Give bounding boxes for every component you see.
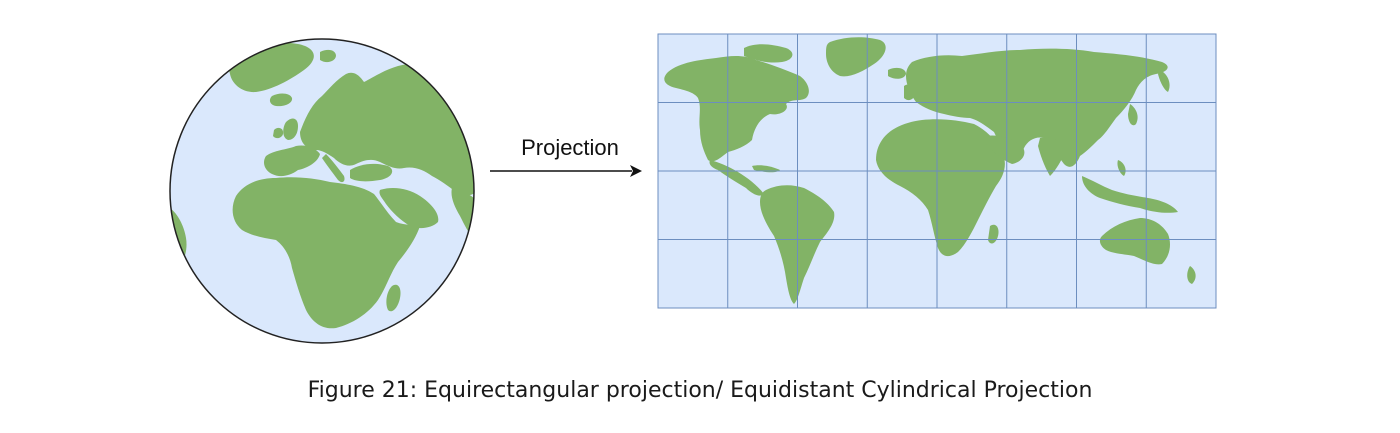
map-land xyxy=(664,37,1196,304)
globe-arabia xyxy=(379,188,439,229)
map-japan xyxy=(1128,104,1138,126)
globe-madagascar xyxy=(386,284,401,312)
world-map-icon xyxy=(657,33,1217,309)
map-philippines xyxy=(1117,160,1126,176)
figure-caption: Figure 21: Equirectangular projection/ E… xyxy=(307,378,1093,403)
globe-outline xyxy=(169,38,475,344)
map-indonesia xyxy=(1082,176,1178,213)
map-central-america xyxy=(709,160,764,196)
globe-icon xyxy=(169,38,475,344)
globe-ireland xyxy=(273,127,284,139)
map-india xyxy=(1038,137,1066,176)
map-africa xyxy=(876,119,1005,257)
map-eurasia xyxy=(906,48,1168,167)
map-canadian-islands xyxy=(744,44,793,63)
globe-turkey xyxy=(350,163,393,182)
globe-eurasia xyxy=(300,63,474,196)
arrow-right-icon xyxy=(490,165,642,177)
globe-uk xyxy=(283,118,298,140)
map-iceland xyxy=(888,67,906,79)
map-north-america xyxy=(664,56,809,162)
globe-iberia xyxy=(264,145,320,177)
globe-italy xyxy=(322,154,345,183)
map-australia xyxy=(1099,218,1170,265)
map-grid xyxy=(657,33,1217,309)
globe-svalbard xyxy=(320,49,336,63)
map-greenland xyxy=(826,37,886,77)
map-new-zealand xyxy=(1187,266,1196,284)
globe-africa xyxy=(232,177,420,329)
map-arabia xyxy=(984,135,1025,164)
map-madagascar xyxy=(988,224,999,244)
projection-arrow-label: Projection xyxy=(521,135,619,160)
globe-iceland xyxy=(269,93,293,107)
map-kamchatka xyxy=(1158,70,1170,92)
